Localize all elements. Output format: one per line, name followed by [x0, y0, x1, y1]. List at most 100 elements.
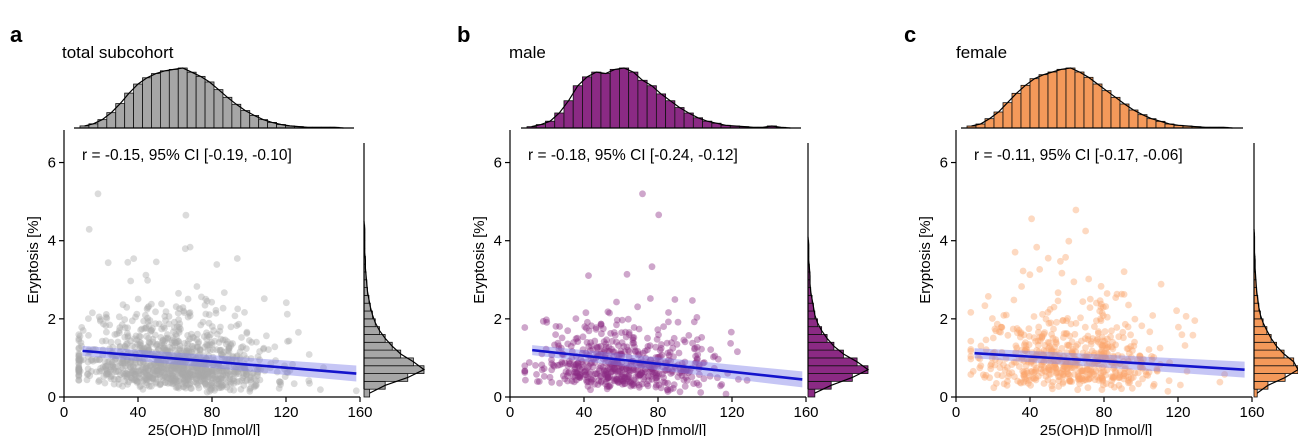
- data-point: [1046, 343, 1054, 350]
- data-point: [127, 357, 135, 365]
- data-point: [1157, 280, 1165, 288]
- data-point: [711, 352, 719, 360]
- data-point: [194, 343, 201, 350]
- data-point: [213, 261, 221, 268]
- data-point: [118, 364, 125, 371]
- data-point: [581, 368, 589, 376]
- data-point: [602, 340, 610, 348]
- data-point: [179, 370, 187, 377]
- data-point: [170, 379, 177, 387]
- data-point: [205, 319, 213, 327]
- data-point: [103, 369, 111, 377]
- data-point: [124, 324, 131, 332]
- data-point: [598, 377, 605, 385]
- data-point: [584, 373, 591, 381]
- data-point: [212, 309, 220, 317]
- x-tick-label: 80: [204, 404, 221, 421]
- data-point: [1020, 372, 1027, 379]
- data-point: [183, 373, 191, 381]
- data-point: [115, 327, 123, 334]
- data-point: [139, 348, 146, 355]
- data-point: [75, 366, 83, 374]
- data-point: [168, 380, 176, 388]
- data-point: [1084, 336, 1092, 343]
- histogram-bar: [168, 68, 179, 129]
- data-point: [603, 378, 610, 385]
- data-point: [199, 363, 207, 371]
- data-point: [170, 363, 178, 371]
- data-point: [1054, 289, 1062, 297]
- data-point: [131, 343, 139, 351]
- data-point: [1137, 364, 1144, 371]
- data-point: [198, 365, 206, 372]
- data-point: [577, 355, 585, 363]
- data-point: [246, 365, 254, 373]
- data-point: [216, 346, 224, 354]
- data-point: [75, 377, 83, 384]
- data-point: [146, 371, 154, 378]
- data-point: [1025, 373, 1033, 380]
- data-point: [587, 339, 594, 346]
- data-point: [223, 383, 231, 391]
- data-point: [1069, 350, 1076, 358]
- data-point: [95, 377, 103, 384]
- data-point: [598, 330, 605, 338]
- data-point: [1023, 356, 1031, 364]
- data-point: [1099, 368, 1107, 376]
- data-point: [243, 376, 251, 384]
- data-point: [629, 336, 637, 344]
- data-point: [123, 372, 131, 380]
- data-point: [182, 379, 190, 387]
- data-point: [193, 364, 201, 372]
- data-point: [1039, 310, 1046, 318]
- data-point: [102, 311, 110, 318]
- data-point: [1041, 342, 1049, 349]
- data-point: [644, 382, 652, 390]
- y-axis-label: Eryptosis [%]: [917, 216, 934, 304]
- data-point: [196, 378, 204, 385]
- data-point: [151, 331, 159, 339]
- data-point: [605, 365, 612, 372]
- data-point: [1120, 334, 1127, 342]
- data-point: [1044, 339, 1052, 346]
- data-point: [128, 369, 136, 377]
- data-point: [1051, 361, 1059, 368]
- data-point: [1112, 369, 1120, 376]
- data-point: [662, 366, 670, 374]
- data-point: [149, 335, 157, 343]
- data-point: [1109, 364, 1117, 372]
- data-point: [239, 370, 247, 377]
- data-point: [140, 368, 148, 375]
- data-point: [1125, 379, 1132, 387]
- data-point: [130, 366, 137, 374]
- data-point: [992, 355, 999, 363]
- data-point: [617, 350, 625, 358]
- data-point: [967, 371, 975, 378]
- data-point: [1033, 347, 1041, 354]
- data-point: [156, 358, 164, 366]
- data-point: [84, 352, 92, 360]
- data-point: [1116, 374, 1124, 381]
- data-point: [99, 363, 107, 371]
- data-point: [156, 370, 164, 378]
- data-point: [607, 330, 614, 337]
- data-point: [564, 377, 571, 385]
- data-point: [1121, 365, 1129, 373]
- data-point: [562, 368, 570, 376]
- data-point: [160, 345, 168, 352]
- data-point: [201, 376, 209, 384]
- data-point: [196, 346, 204, 353]
- data-point: [180, 377, 188, 385]
- data-point: [121, 362, 129, 370]
- data-point: [180, 365, 188, 373]
- data-point: [1077, 314, 1084, 322]
- data-point: [1042, 315, 1050, 323]
- data-point: [1023, 377, 1030, 385]
- data-point: [1094, 350, 1102, 357]
- data-point: [538, 361, 546, 369]
- data-point: [242, 355, 250, 363]
- data-point: [572, 361, 580, 369]
- data-point: [143, 370, 151, 378]
- data-point: [1138, 322, 1146, 330]
- data-point: [119, 357, 127, 365]
